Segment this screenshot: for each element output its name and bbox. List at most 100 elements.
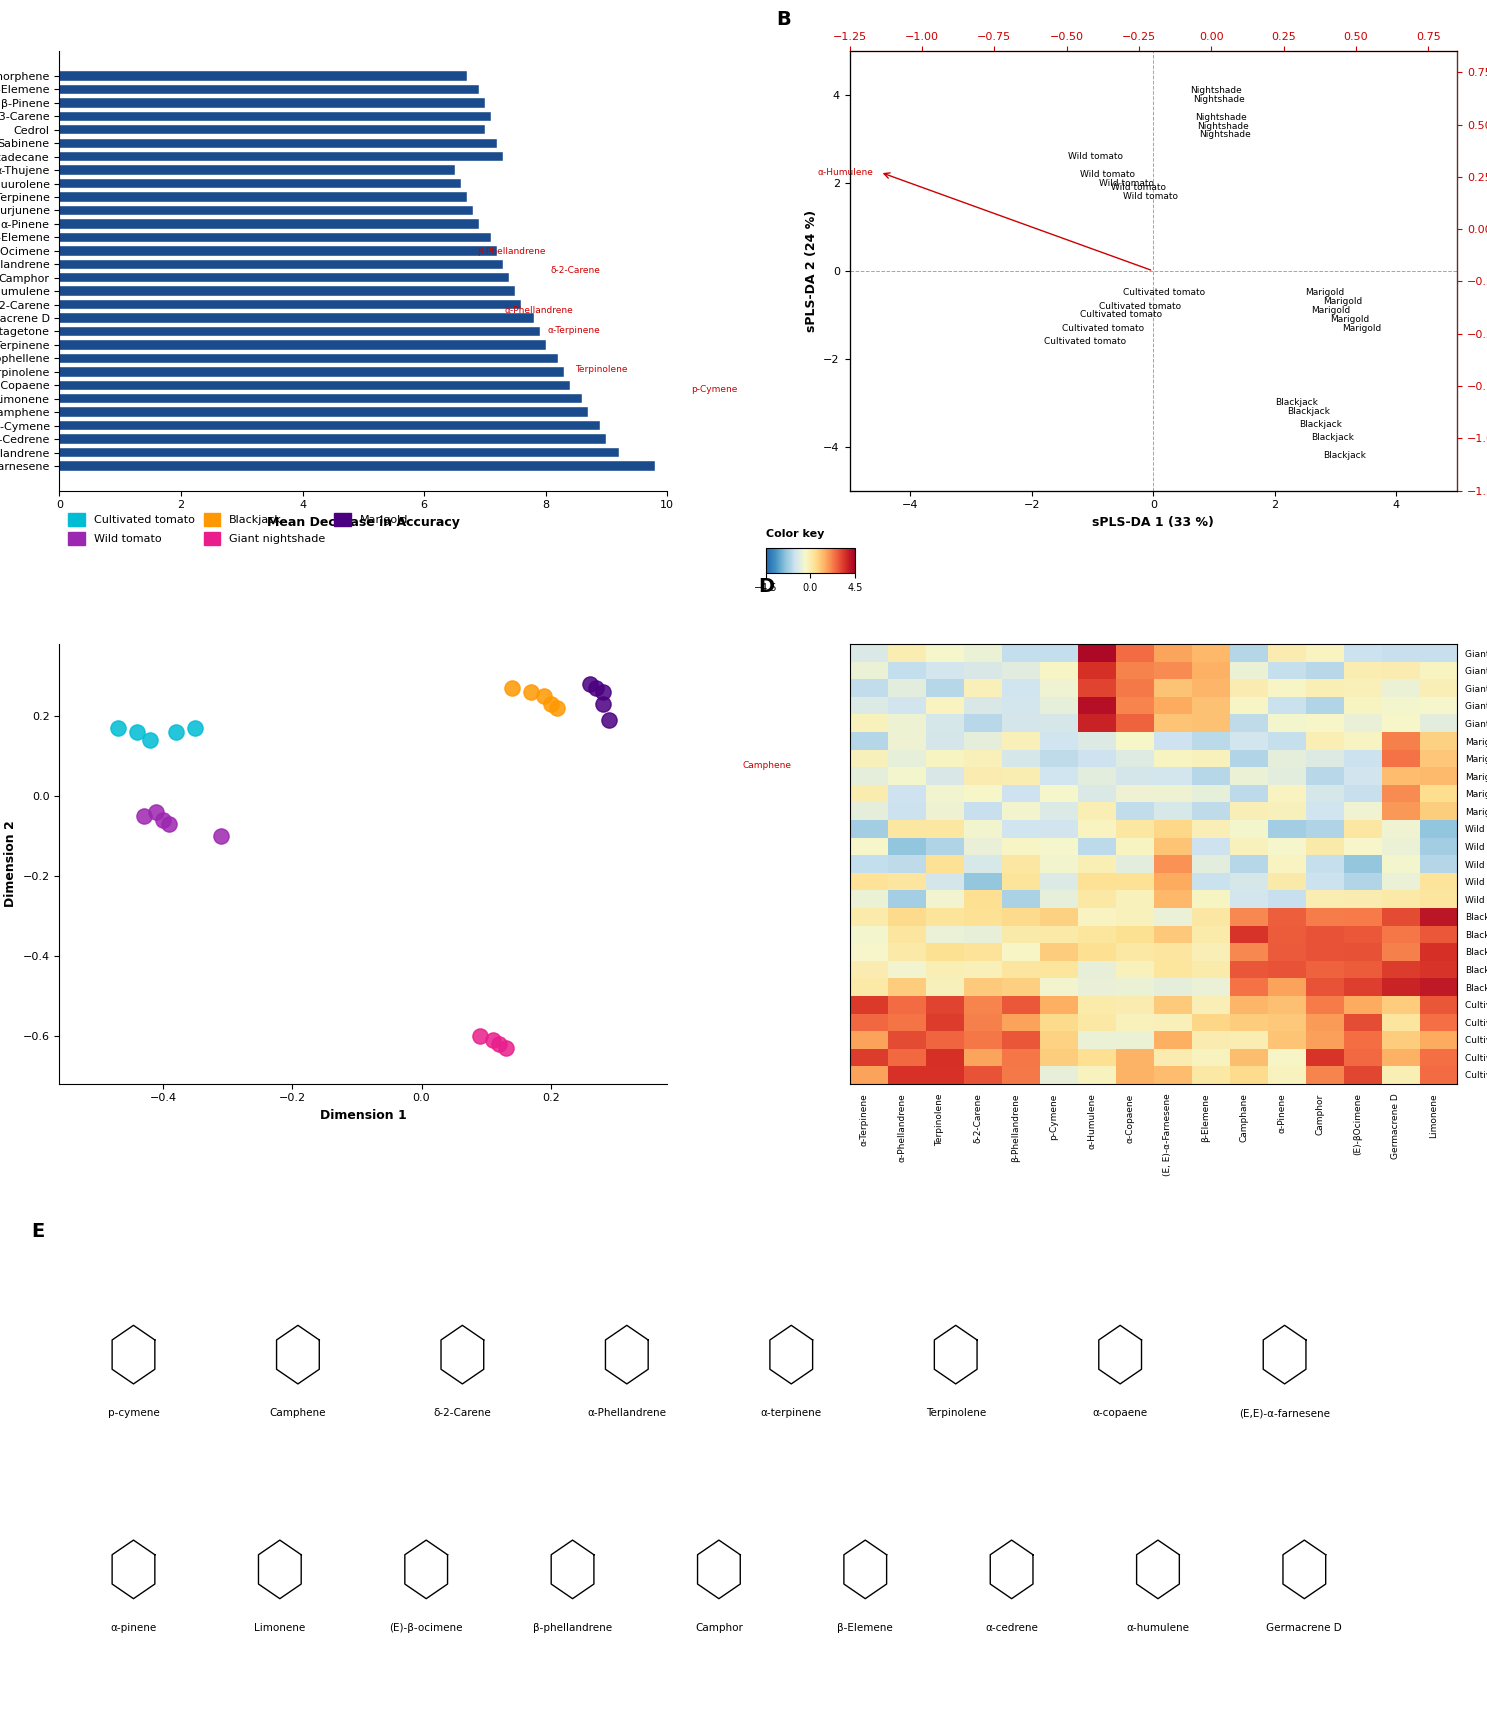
- Text: Camphene: Camphene: [744, 761, 791, 770]
- Text: α-Pinene: α-Pinene: [1215, 662, 1254, 671]
- Text: Cultivated tomato: Cultivated tomato: [1123, 289, 1204, 298]
- Text: Nightshade: Nightshade: [1193, 96, 1245, 104]
- Text: Marigold: Marigold: [1341, 323, 1381, 332]
- Point: [590, 691, 614, 719]
- Text: E: E: [31, 1222, 45, 1242]
- Point: [183, 715, 207, 743]
- Point: [106, 715, 129, 743]
- Bar: [59, 394, 581, 404]
- Point: [532, 683, 556, 710]
- Text: Nightshade: Nightshade: [1190, 86, 1242, 96]
- Point: [164, 719, 187, 746]
- Text: Cultivated tomato: Cultivated tomato: [1062, 323, 1145, 332]
- Bar: [59, 125, 485, 135]
- Text: Blackjack: Blackjack: [1312, 433, 1355, 443]
- Text: Cultivated tomato: Cultivated tomato: [1099, 301, 1181, 311]
- Bar: [59, 462, 656, 471]
- Point: [144, 799, 168, 826]
- Point: [500, 674, 523, 702]
- Text: α-Humulene: α-Humulene: [818, 168, 874, 176]
- Bar: [59, 299, 522, 310]
- Bar: [59, 368, 564, 376]
- Text: Germacrene D: Germacrene D: [1267, 1624, 1343, 1632]
- Text: (E)-β-ocimene: (E)-β-ocimene: [390, 1624, 462, 1632]
- Legend: Cultivated tomato, Wild tomato, Blackjack, Giant nightshade, Marigold: Cultivated tomato, Wild tomato, Blackjac…: [65, 510, 412, 549]
- Point: [138, 727, 162, 755]
- Point: [578, 671, 602, 698]
- Point: [598, 707, 622, 734]
- Bar: [59, 246, 497, 255]
- Bar: [59, 152, 503, 161]
- Text: Wild tomato: Wild tomato: [1081, 169, 1136, 180]
- Bar: [59, 340, 546, 349]
- Bar: [59, 354, 558, 363]
- Bar: [59, 192, 467, 202]
- Text: Cultivated tomato: Cultivated tomato: [1044, 337, 1126, 346]
- Text: Terpinolene: Terpinolene: [925, 1408, 986, 1418]
- Point: [132, 802, 156, 830]
- Bar: [59, 274, 509, 282]
- Text: Camphor: Camphor: [1297, 820, 1337, 830]
- Text: α-humulene: α-humulene: [1127, 1624, 1190, 1632]
- X-axis label: Mean Decrease in Accuracy: Mean Decrease in Accuracy: [266, 517, 459, 529]
- X-axis label: Dimension 1: Dimension 1: [320, 1109, 407, 1122]
- Point: [488, 1030, 512, 1057]
- Point: [468, 1021, 492, 1049]
- Text: Blackjack: Blackjack: [1300, 421, 1343, 429]
- Bar: [59, 286, 516, 296]
- Text: β-phellandrene: β-phellandrene: [532, 1624, 613, 1632]
- Point: [152, 806, 175, 833]
- Point: [480, 1027, 504, 1054]
- Point: [158, 811, 181, 838]
- Text: Marigold: Marigold: [1312, 306, 1350, 315]
- Point: [590, 679, 614, 707]
- Bar: [59, 111, 491, 121]
- Text: Limonene: Limonene: [254, 1624, 305, 1632]
- Text: α-Phellandrene: α-Phellandrene: [587, 1408, 666, 1418]
- Point: [519, 679, 543, 707]
- Text: D: D: [758, 577, 775, 595]
- Text: Blackjack: Blackjack: [1274, 399, 1317, 407]
- Bar: [59, 86, 479, 94]
- Text: α-pinene: α-pinene: [110, 1624, 156, 1632]
- Text: Nightshade: Nightshade: [1199, 130, 1251, 139]
- X-axis label: sPLS-DA 1 (33 %): sPLS-DA 1 (33 %): [1093, 517, 1215, 529]
- Text: Camphor: Camphor: [694, 1624, 744, 1632]
- Bar: [59, 166, 455, 175]
- Bar: [59, 205, 473, 216]
- Bar: [59, 72, 467, 80]
- Text: α-cedrene: α-cedrene: [986, 1624, 1038, 1632]
- Point: [538, 691, 562, 719]
- Text: Wild tomato: Wild tomato: [1068, 152, 1123, 161]
- Text: Cultivated tomato: Cultivated tomato: [1081, 310, 1163, 320]
- Point: [210, 823, 233, 850]
- Text: Wild tomato: Wild tomato: [1099, 178, 1154, 188]
- Text: Marigold: Marigold: [1329, 315, 1370, 323]
- Text: β-Phellandrene: β-Phellandrene: [477, 246, 546, 255]
- Text: β-Elemene: β-Elemene: [837, 1624, 894, 1632]
- Y-axis label: sPLS-DA 2 (24 %): sPLS-DA 2 (24 %): [804, 210, 818, 332]
- Text: Blackjack: Blackjack: [1288, 407, 1329, 416]
- Text: δ-2-Carene: δ-2-Carene: [434, 1408, 491, 1418]
- Bar: [59, 219, 479, 229]
- Bar: [59, 98, 485, 108]
- Text: Camphene: Camphene: [269, 1408, 326, 1418]
- Point: [125, 719, 149, 746]
- Text: p-cymene: p-cymene: [107, 1408, 159, 1418]
- Text: Marigold: Marigold: [1306, 289, 1344, 298]
- Bar: [59, 327, 540, 335]
- Text: α-Phellandrene: α-Phellandrene: [504, 306, 572, 315]
- Text: (E,E)-α-farnesene: (E,E)-α-farnesene: [1239, 1408, 1329, 1418]
- Bar: [59, 448, 619, 457]
- Text: (E)-β-Ocimene: (E)-β-Ocimene: [1350, 859, 1417, 869]
- Point: [584, 674, 608, 702]
- Text: Wild tomato: Wild tomato: [1111, 183, 1166, 192]
- Bar: [59, 435, 607, 443]
- Text: δ-2-Carene: δ-2-Carene: [550, 267, 601, 275]
- Text: Color key: Color key: [766, 529, 824, 539]
- Text: p-Cymene: p-Cymene: [691, 385, 738, 394]
- Bar: [59, 421, 601, 431]
- Text: Blackjack: Blackjack: [1323, 452, 1367, 460]
- Text: Wild tomato: Wild tomato: [1123, 192, 1178, 200]
- Bar: [59, 407, 589, 417]
